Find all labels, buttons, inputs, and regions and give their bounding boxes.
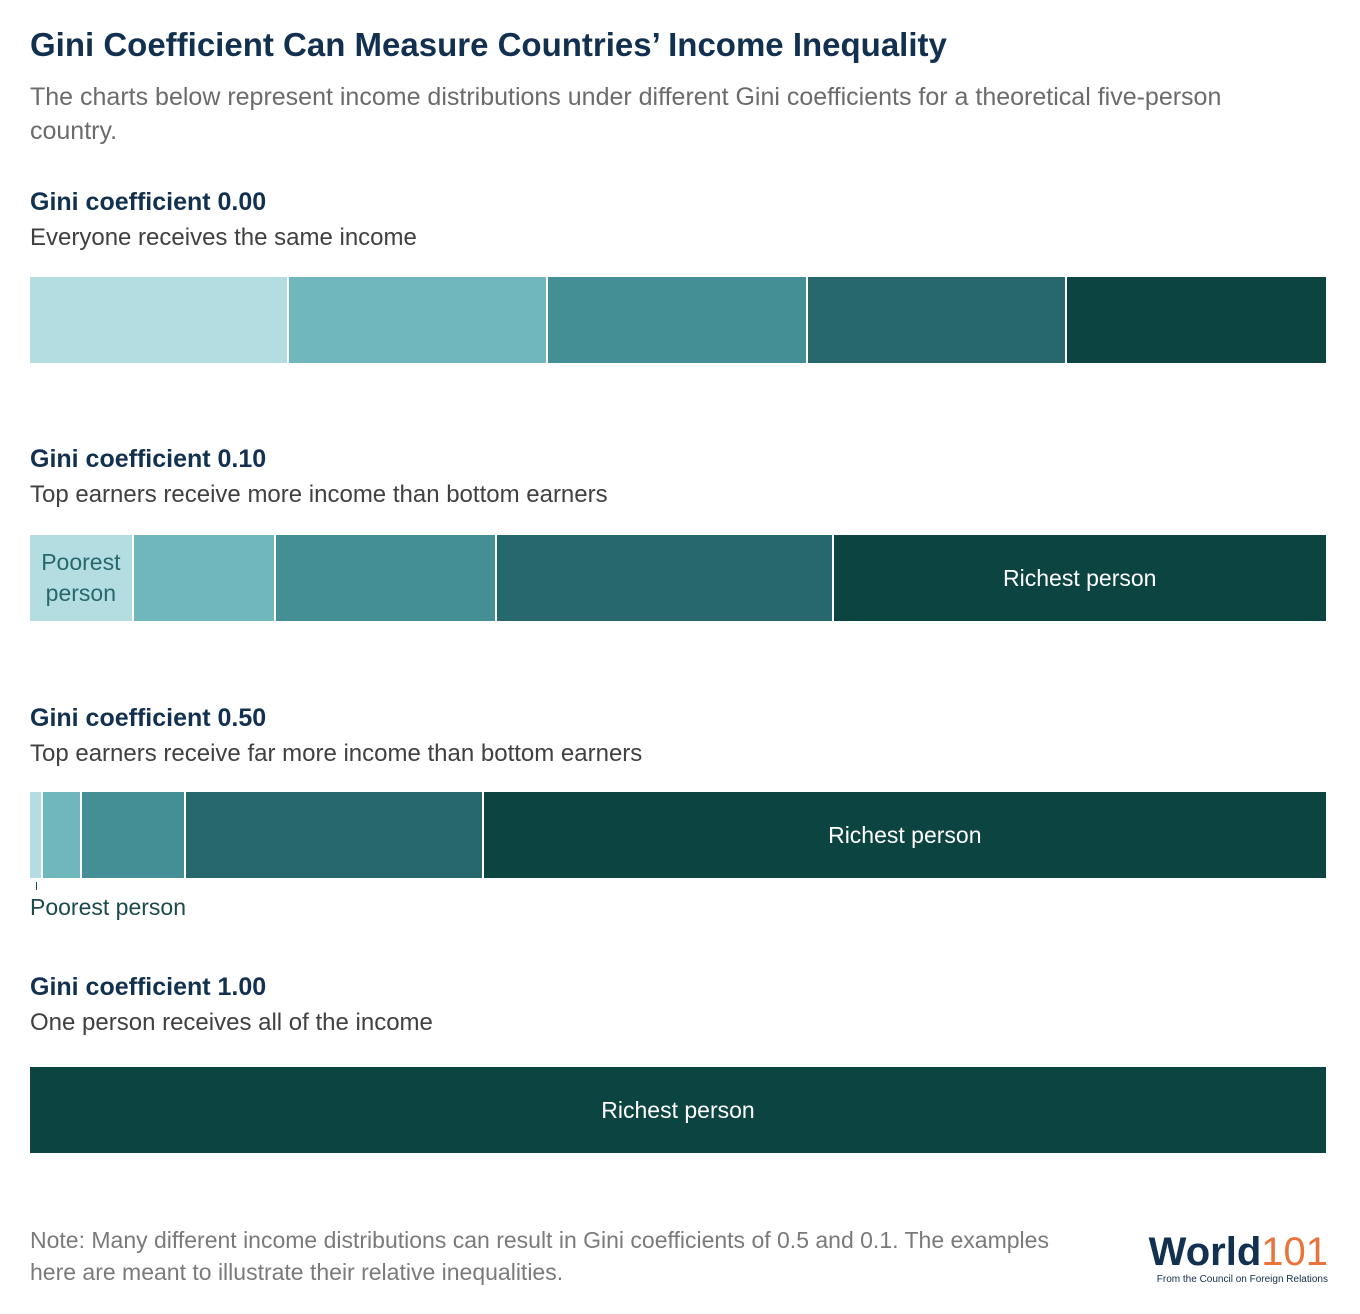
bar-segment-person-4 bbox=[185, 792, 484, 878]
logo-word-main: World bbox=[1148, 1230, 1262, 1274]
bar-segment-person-4 bbox=[496, 535, 834, 621]
bar-segment-person-2 bbox=[42, 792, 82, 878]
bar-segment-person-5: Richest person bbox=[483, 792, 1326, 878]
footnote: Note: Many different income distribution… bbox=[30, 1227, 1049, 1285]
panel-heading: Gini coefficient 1.00 bbox=[30, 973, 267, 1001]
bar-segment-person-5: Richest person bbox=[30, 1067, 1326, 1153]
income-bar: Richest person bbox=[30, 792, 1326, 878]
panel-gini-1-00: Gini coefficient 1.00 One person receive… bbox=[30, 971, 1326, 1153]
bar-segment-person-3 bbox=[276, 535, 497, 621]
logo-wordmark: World101 bbox=[1149, 1232, 1328, 1272]
chart-title: Gini Coefficient Can Measure Countries’ … bbox=[30, 26, 947, 63]
panel-description: One person receives all of the income bbox=[30, 1009, 433, 1036]
bar-segment-person-2 bbox=[289, 277, 549, 363]
segment-label: Richest person bbox=[1003, 564, 1157, 591]
income-bar: Richest person bbox=[30, 1067, 1326, 1153]
segment-label: Richest person bbox=[601, 1096, 755, 1123]
world101-logo: World101 From the Council on Foreign Rel… bbox=[1149, 1232, 1328, 1285]
poorest-person-label: Poorest person bbox=[30, 894, 186, 920]
bar-segment-person-4 bbox=[807, 277, 1067, 363]
chart-subtitle: The charts below represent income distri… bbox=[30, 83, 1222, 145]
bar-segment-person-1 bbox=[30, 792, 43, 878]
logo-word-number: 101 bbox=[1261, 1230, 1328, 1274]
panel-gini-0-50: Gini coefficient 0.50 Top earners receiv… bbox=[30, 702, 1326, 920]
panel-gini-0-00: Gini coefficient 0.00 Everyone receives … bbox=[30, 186, 1326, 363]
bar-segment-person-5: Richest person bbox=[833, 535, 1326, 621]
panel-heading: Gini coefficient 0.50 bbox=[30, 704, 267, 732]
bar-segment-person-3 bbox=[548, 277, 808, 363]
panel-heading: Gini coefficient 0.10 bbox=[30, 445, 267, 473]
income-bar bbox=[30, 277, 1326, 363]
bar-segment-person-1: Poorest person bbox=[30, 535, 134, 621]
segment-label: Poorest person bbox=[41, 549, 121, 606]
panel-gini-0-10: Gini coefficient 0.10 Top earners receiv… bbox=[30, 443, 1326, 621]
segment-label: Richest person bbox=[828, 821, 982, 848]
bar-segment-person-3 bbox=[81, 792, 186, 878]
logo-tagline: From the Council on Foreign Relations bbox=[1156, 1274, 1328, 1285]
panel-description: Top earners receive more income than bot… bbox=[30, 481, 608, 508]
bar-segment-person-5 bbox=[1066, 277, 1326, 363]
panel-description: Everyone receives the same income bbox=[30, 224, 417, 251]
panel-heading: Gini coefficient 0.00 bbox=[30, 188, 267, 216]
bar-segment-person-2 bbox=[133, 535, 277, 621]
income-bar: Poorest person Richest person bbox=[30, 535, 1326, 621]
panel-description: Top earners receive far more income than… bbox=[30, 740, 643, 767]
poorest-person-tick bbox=[36, 882, 37, 890]
bar-segment-person-1 bbox=[30, 277, 290, 363]
